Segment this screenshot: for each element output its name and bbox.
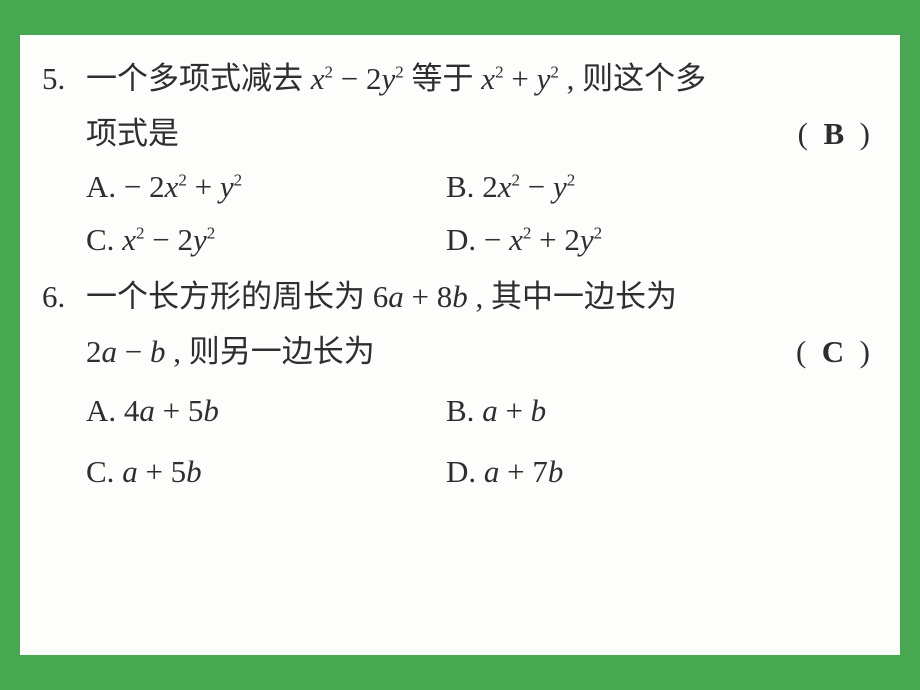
q5-optD-label: D.	[446, 222, 484, 257]
q5-optA-label: A.	[86, 169, 124, 204]
q6-option-d: D. a + 7b	[446, 456, 870, 487]
q6-optC-label: C.	[86, 454, 122, 489]
q6-option-a: A. 4a + 5b	[86, 395, 446, 426]
q6-option-b: B. a + b	[446, 395, 870, 426]
q5-options-row1: A. − 2x2 + y2 B. 2x2 − y2	[42, 171, 870, 202]
q6-optA-label: A.	[86, 393, 124, 428]
q5-optA-expr: − 2x2 + y2	[124, 169, 242, 204]
q5-option-d: D. − x2 + 2y2	[446, 224, 870, 255]
q5-optC-label: C.	[86, 222, 122, 257]
q5-optC-expr: x2 − 2y2	[122, 222, 215, 257]
q5-optD-expr: − x2 + 2y2	[484, 222, 602, 257]
q6-line2-group: 2a − b , 则另一边长为	[86, 336, 375, 367]
q6-option-c: C. a + 5b	[86, 456, 446, 487]
q5-options-row2: C. x2 − 2y2 D. − x2 + 2y2	[42, 224, 870, 255]
q5-optB-label: B.	[446, 169, 482, 204]
q5-text-post: , 则这个多	[559, 61, 706, 96]
q6-text-pre: 一个长方形的周长为	[86, 279, 373, 314]
q5-line1: 5. 一个多项式减去 x2 − 2y2 等于 x2 + y2 , 则这个多	[42, 63, 870, 94]
q5-optB-expr: 2x2 − y2	[482, 169, 575, 204]
q5-answer: B	[823, 116, 844, 151]
q6-text-post: , 其中一边长为	[468, 279, 677, 314]
q6-line1: 6. 一个长方形的周长为 6a + 8b , 其中一边长为	[42, 281, 870, 312]
q5-text-mid: 等于	[404, 61, 482, 96]
q6-line2-expr: 2a − b	[86, 334, 165, 369]
q5-text-pre: 一个多项式减去	[86, 61, 311, 96]
q6-optB-expr: a + b	[482, 393, 546, 428]
q6-stem-1: 一个长方形的周长为 6a + 8b , 其中一边长为	[86, 281, 870, 312]
q5-stem-1: 一个多项式减去 x2 − 2y2 等于 x2 + y2 , 则这个多	[86, 63, 870, 94]
q5-option-a: A. − 2x2 + y2	[86, 171, 446, 202]
q6-options-row2: C. a + 5b D. a + 7b	[42, 456, 870, 487]
q6-line2-text: , 则另一边长为	[165, 334, 374, 369]
q6-optA-expr: 4a + 5b	[124, 393, 219, 428]
q5-number: 5.	[42, 63, 86, 94]
q6-options-row1: A. 4a + 5b B. a + b	[42, 395, 870, 426]
exercise-page: 5. 一个多项式减去 x2 − 2y2 等于 x2 + y2 , 则这个多 项式…	[20, 35, 900, 655]
q6-line2: 2a − b , 则另一边长为 ( C )	[42, 336, 870, 367]
q6-optC-expr: a + 5b	[122, 454, 201, 489]
q6-optD-expr: a + 7b	[484, 454, 563, 489]
q6-number: 6.	[42, 281, 86, 312]
q6-expr1: 6a + 8b	[373, 279, 468, 314]
q6-answer-bracket: ( C )	[796, 336, 870, 367]
q5-option-c: C. x2 − 2y2	[86, 224, 446, 255]
q5-option-b: B. 2x2 − y2	[446, 171, 870, 202]
q6-optB-label: B.	[446, 393, 482, 428]
q5-expr2: x2 + y2	[481, 61, 559, 96]
q6-answer: C	[822, 334, 844, 369]
q5-expr1: x2 − 2y2	[311, 61, 404, 96]
q5-answer-bracket: ( B )	[798, 118, 870, 149]
q5-line2: 项式是 ( B )	[42, 118, 870, 149]
q5-line2-text: 项式是	[86, 118, 179, 149]
q6-optD-label: D.	[446, 454, 484, 489]
